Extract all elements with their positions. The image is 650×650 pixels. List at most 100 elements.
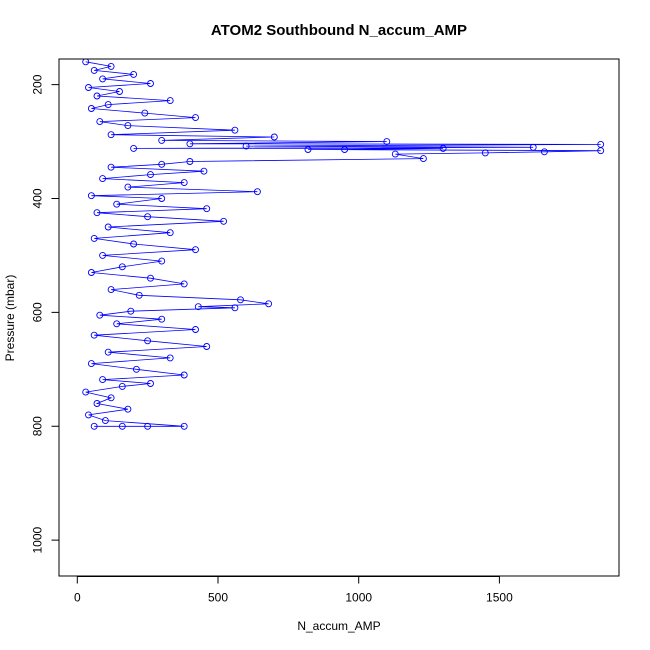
x-tick-label: 1500 (486, 591, 513, 605)
data-point (104, 223, 112, 231)
data-point (90, 331, 98, 339)
data-point (180, 179, 188, 187)
data-point (194, 303, 202, 311)
data-point (192, 326, 199, 333)
data-point (186, 140, 194, 148)
plot-area (82, 59, 605, 430)
data-point (144, 337, 152, 345)
plot-frame (58, 58, 620, 577)
data-point (104, 101, 112, 109)
data-point (130, 70, 138, 78)
data-point (107, 286, 115, 294)
data-point (99, 75, 107, 83)
data-point (439, 144, 447, 152)
data-point (158, 257, 166, 265)
data-point (87, 105, 95, 112)
data-point (107, 131, 115, 139)
data-point (186, 158, 194, 165)
data-point (253, 188, 261, 196)
data-point (124, 183, 132, 191)
y-tick-label: 800 (31, 416, 45, 436)
data-point (124, 405, 132, 413)
data-point (90, 234, 98, 242)
data-point (158, 315, 166, 323)
data-point (166, 354, 174, 362)
data-point (158, 136, 166, 144)
data-point (192, 246, 199, 254)
x-tick-label: 0 (74, 591, 81, 605)
data-point (141, 109, 149, 117)
data-point (180, 422, 188, 430)
data-point (231, 304, 239, 312)
data-point (87, 269, 95, 276)
data-point (147, 274, 154, 282)
data-point (104, 348, 112, 356)
data-point (132, 365, 140, 373)
data-point (203, 205, 211, 213)
x-tick-label: 500 (208, 591, 228, 605)
data-point (270, 133, 278, 141)
data-point (82, 388, 90, 396)
data-point (231, 126, 239, 134)
y-tick-label: 1000 (31, 526, 45, 553)
y-axis-label: Pressure (mbar) (3, 275, 17, 362)
data-point (192, 114, 199, 122)
data-point (597, 147, 605, 155)
data-point (116, 88, 123, 95)
data-point (118, 382, 126, 390)
x-axis-label: N_accum_AMP (297, 619, 380, 633)
data-point (242, 142, 250, 150)
data-point (99, 251, 107, 259)
data-point (383, 138, 391, 146)
data-point (147, 171, 154, 179)
data-point (237, 296, 244, 304)
data-point (107, 394, 115, 402)
data-point (130, 240, 138, 248)
data-point (304, 146, 312, 153)
data-point (166, 229, 174, 237)
data-point (85, 411, 92, 419)
data-point (101, 417, 109, 425)
data-point (147, 380, 154, 387)
data-point (158, 160, 166, 168)
y-tick-label: 200 (31, 74, 45, 94)
data-point (107, 163, 115, 171)
data-point (124, 122, 132, 130)
data-point (391, 150, 399, 158)
data-point (118, 422, 126, 430)
data-point (93, 92, 101, 100)
x-tick-label: 1000 (345, 591, 372, 605)
data-point (93, 400, 101, 407)
data-point (166, 97, 174, 105)
data-point (419, 155, 427, 163)
data-point (99, 175, 107, 183)
data-point (87, 192, 95, 200)
data-point (96, 311, 104, 319)
data-point (82, 59, 90, 66)
data-point (96, 118, 104, 126)
data-point (200, 167, 208, 175)
data-point (158, 195, 166, 202)
data-point (220, 217, 228, 225)
data-point (265, 300, 273, 308)
data-point (118, 263, 126, 271)
data-point (90, 422, 98, 430)
data-point (180, 371, 188, 379)
data-point (127, 307, 135, 315)
data-point (481, 149, 489, 157)
data-point (144, 213, 152, 221)
data-point (540, 148, 548, 156)
data-point (135, 291, 143, 299)
data-point (130, 144, 138, 152)
axes: 0 500 1000 1500 200 400 600 800 1000 (31, 58, 620, 605)
data-point (85, 84, 92, 91)
data-point (147, 80, 154, 87)
data-point (180, 280, 188, 288)
data-point (144, 422, 152, 430)
data-point (87, 360, 95, 368)
y-tick-label: 600 (31, 302, 45, 322)
data-point (113, 200, 121, 208)
series-line (85, 61, 601, 427)
chart-title: ATOM2 Southbound N_accum_AMP (211, 22, 467, 39)
